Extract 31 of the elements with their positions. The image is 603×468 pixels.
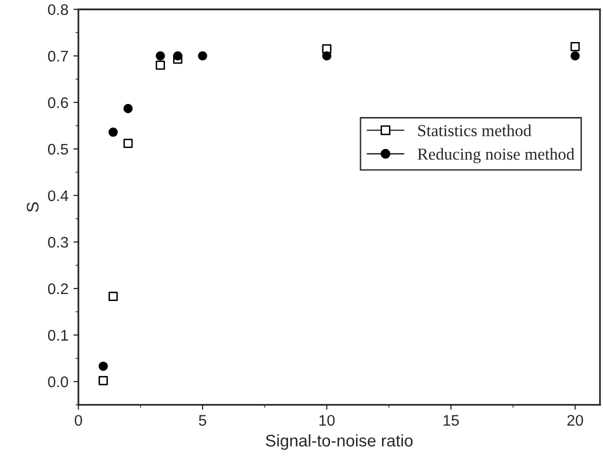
x-tick-label: 10 [319, 414, 335, 426]
point [108, 292, 118, 302]
y-tick-label: 0.7 [48, 50, 68, 62]
y-tick-label: 0.8 [48, 4, 68, 16]
y-axis-title: S [26, 202, 39, 212]
y-tick-label: 0.6 [48, 97, 68, 108]
point [156, 60, 165, 70]
x-tick-label: 20 [567, 414, 584, 426]
point [322, 51, 332, 61]
x-tick-label: 15 [444, 415, 459, 426]
point [173, 51, 182, 61]
point [123, 138, 133, 148]
y-tick-label: 0.1 [48, 330, 68, 341]
y-tick-label: 0.3 [48, 236, 68, 248]
x-tick-label: 5 [198, 415, 206, 426]
y-tick-label: 0.0 [48, 376, 68, 388]
point [156, 51, 165, 61]
y-tick-label: 0.4 [48, 190, 68, 202]
point [108, 128, 118, 137]
legend-label: Reducing noise method [418, 148, 574, 164]
point [123, 104, 133, 114]
y-tick-label: 0.2 [48, 283, 68, 294]
point [570, 51, 580, 61]
point [570, 42, 580, 52]
point [198, 51, 208, 61]
point [98, 376, 108, 386]
y-tick-label: 0.5 [48, 144, 68, 155]
legend-label: Statistics method [418, 124, 532, 136]
x-tick-label: 0 [74, 414, 82, 426]
point [98, 362, 108, 371]
x-axis-title: Signal-to-noise ratio [266, 434, 413, 450]
